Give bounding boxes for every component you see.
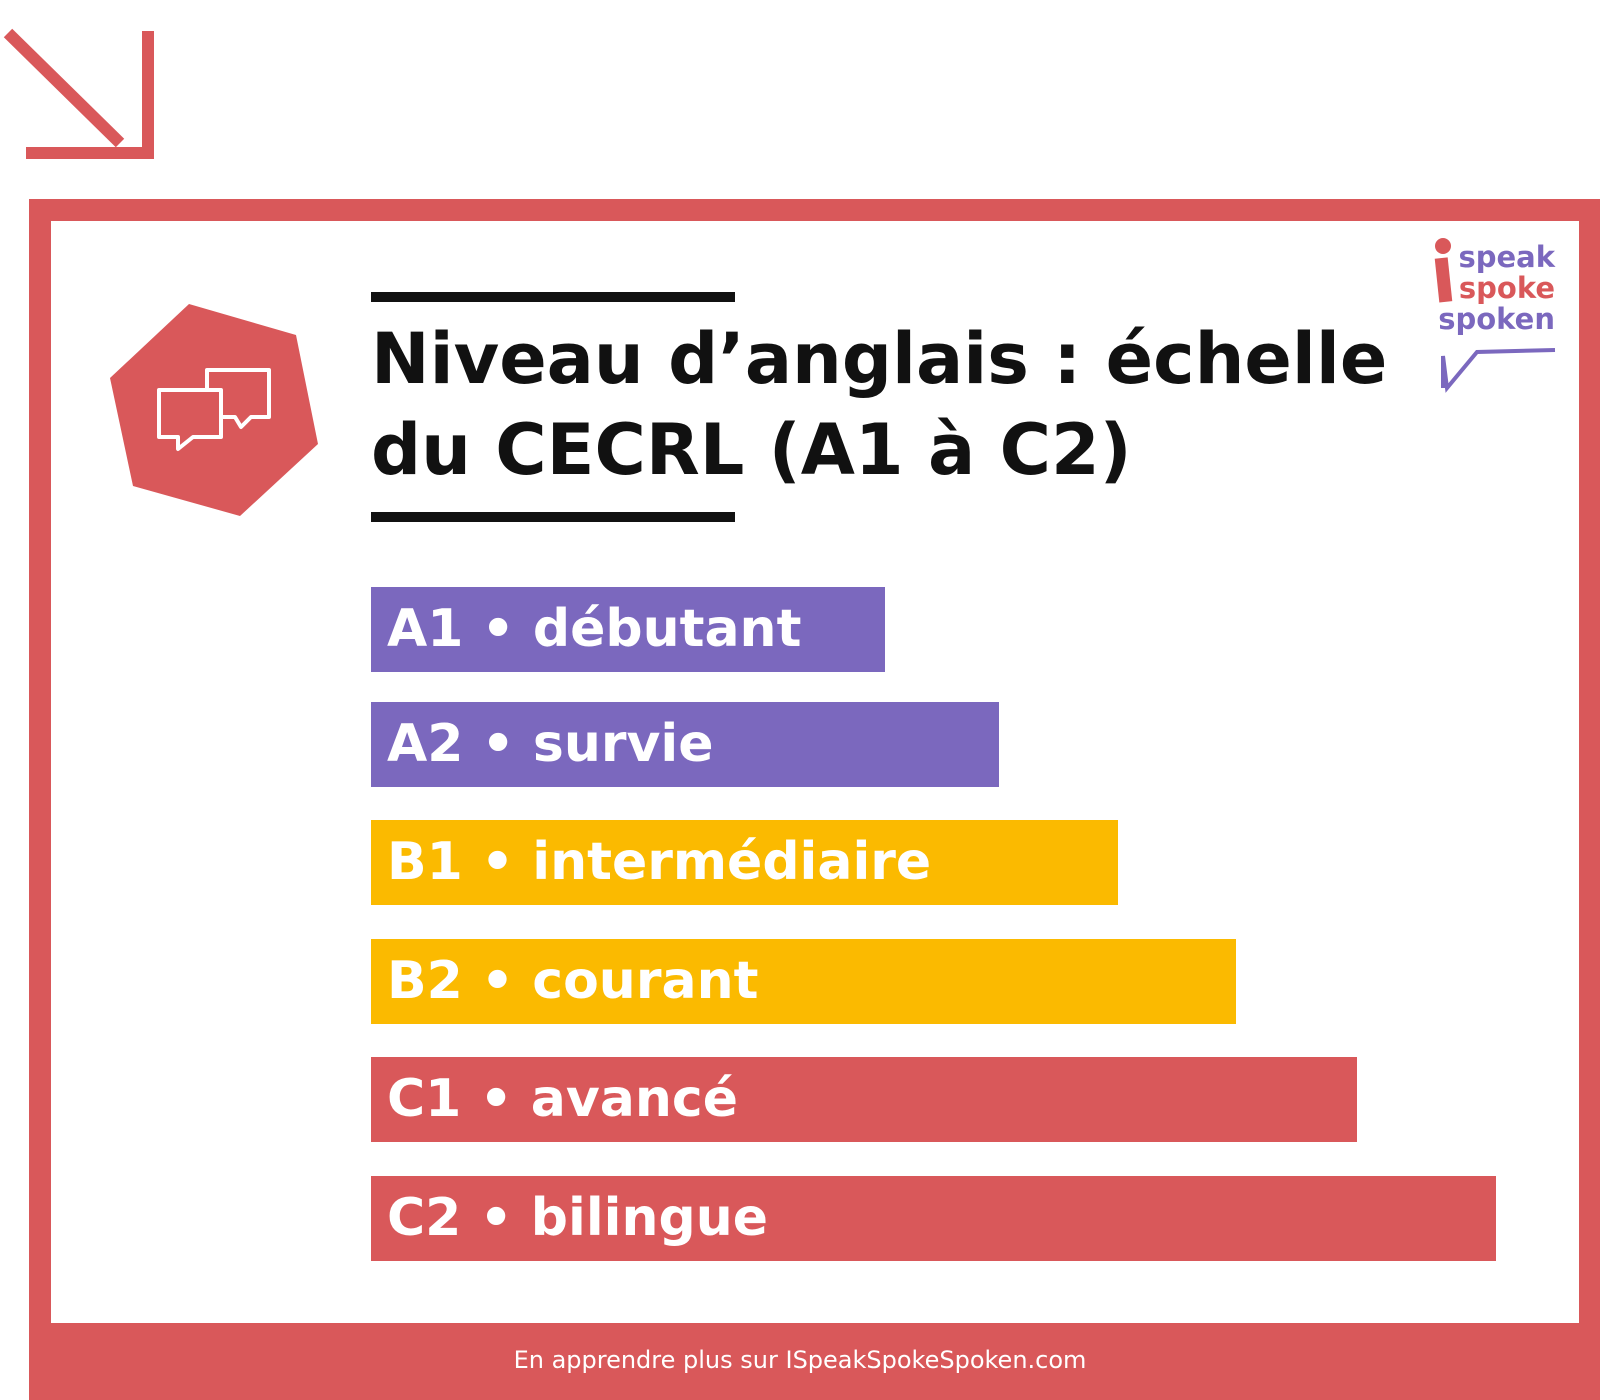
level-bar: B2 • courant bbox=[371, 939, 1236, 1024]
level-bar: C1 • avancé bbox=[371, 1057, 1357, 1142]
chat-icon bbox=[157, 368, 271, 451]
level-bar: C2 • bilingue bbox=[371, 1176, 1496, 1261]
title-line: Niveau d’anglais : échelle bbox=[371, 318, 1387, 400]
logo-word: spoken bbox=[1438, 302, 1555, 336]
title-line: du CECRL (A1 à C2) bbox=[371, 409, 1132, 491]
logo-mark bbox=[1434, 238, 1556, 393]
logo-word: speak bbox=[1458, 240, 1555, 274]
rule-top bbox=[371, 292, 735, 302]
level-bar: A1 • débutant bbox=[371, 587, 885, 672]
rule-bottom bbox=[371, 512, 735, 522]
footer-text: En apprendre plus sur ISpeakSpokeSpoken.… bbox=[514, 1346, 1087, 1374]
level-bar: A2 • survie bbox=[371, 702, 999, 787]
corner-arrow bbox=[3, 28, 154, 159]
level-bar: B1 • intermédiaire bbox=[371, 820, 1118, 905]
logo-word: spoke bbox=[1459, 271, 1555, 305]
